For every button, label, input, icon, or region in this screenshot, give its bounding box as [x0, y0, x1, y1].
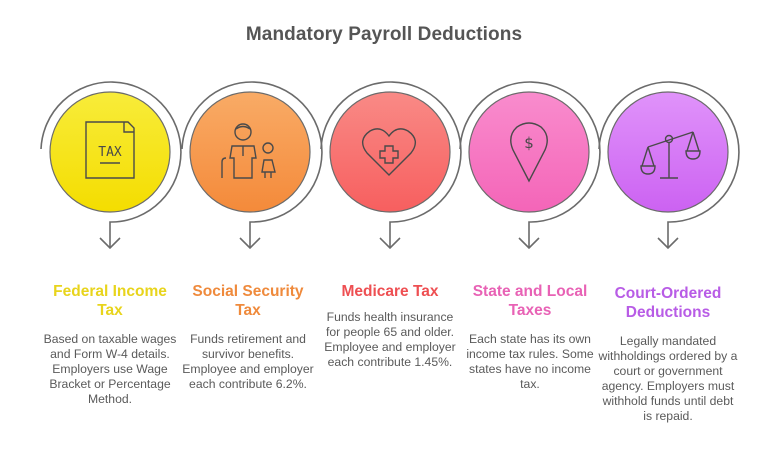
item-federal-income-tax: Federal Income Tax Based on taxable wage… — [40, 282, 180, 407]
circle-court-ordered-deductions — [607, 91, 729, 213]
tax-icon-text: TAX — [98, 145, 122, 160]
item-heading: Social Security Tax — [192, 283, 304, 319]
elderly-and-child-icon — [221, 123, 276, 179]
item-heading: Medicare Tax — [341, 283, 439, 300]
page-title: Mandatory Payroll Deductions — [245, 24, 523, 45]
location-dollar-pin-icon — [510, 122, 548, 183]
item-state-local-taxes: State and Local Taxes Each state has its… — [460, 282, 600, 392]
circle-federal-income-tax — [49, 91, 171, 213]
tax-document-icon — [85, 121, 135, 179]
item-court-ordered-deductions: Court-Ordered Deductions Legally mandate… — [598, 284, 738, 424]
item-description: Based on taxable wages and Form W-4 deta… — [43, 332, 177, 406]
dollar-sign-text: $ — [524, 134, 534, 152]
step-social-security-tax — [181, 81, 323, 250]
heart-medical-cross-icon — [362, 128, 416, 176]
step-state-local-taxes: $ — [459, 81, 601, 250]
item-social-security-tax: Social Security Tax Funds retirement and… — [178, 282, 318, 392]
step-medicare-tax — [320, 81, 462, 250]
item-heading: Court-Ordered Deductions — [614, 285, 722, 321]
circle-medicare-tax — [329, 91, 451, 213]
item-heading: State and Local Taxes — [472, 283, 588, 319]
circle-state-local-taxes — [468, 91, 590, 213]
step-court-ordered-deductions — [598, 81, 740, 250]
item-medicare-tax: Medicare Tax Funds health insurance for … — [320, 282, 460, 370]
item-description: Funds health insurance for people 65 and… — [324, 310, 456, 369]
item-description: Funds retirement and survivor benefits. … — [182, 332, 314, 391]
scales-of-justice-icon — [640, 131, 701, 179]
item-heading: Federal Income Tax — [53, 283, 167, 319]
step-federal-income-tax: TAX — [40, 81, 182, 250]
circle-social-security-tax — [189, 91, 311, 213]
item-description: Legally mandated withholdings ordered by… — [598, 334, 738, 423]
item-description: Each state has its own income tax rules.… — [466, 332, 594, 391]
